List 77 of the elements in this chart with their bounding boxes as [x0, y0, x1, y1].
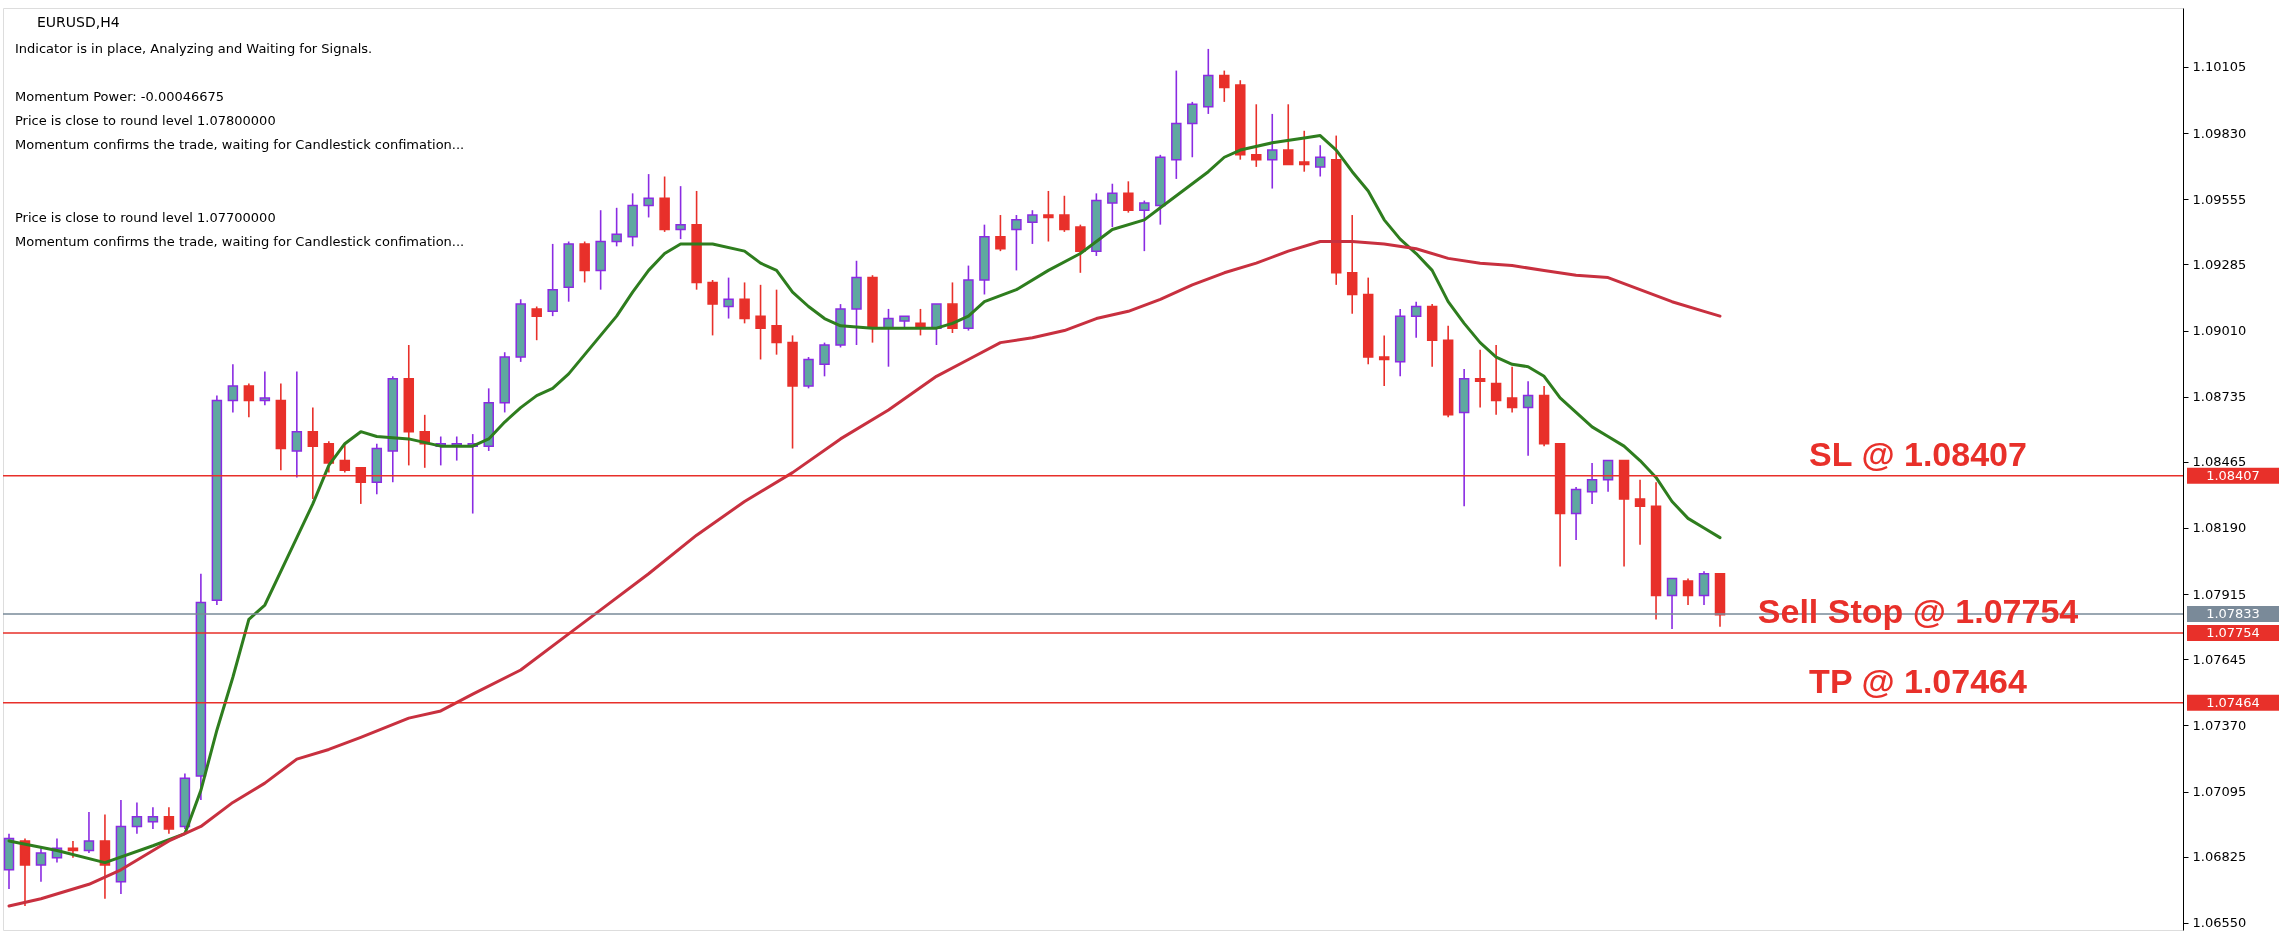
candlestick	[35, 847, 47, 883]
annotation: SL @ 1.08407	[1809, 434, 2027, 473]
candlestick	[1346, 214, 1358, 315]
candlestick	[1267, 113, 1278, 190]
y-tick-label: 1.09010	[2192, 323, 2247, 339]
candlestick	[291, 370, 303, 479]
candlestick	[1283, 103, 1294, 166]
candlestick	[131, 801, 143, 835]
candlestick	[1474, 349, 1486, 409]
annotation: Momentum confirms the trade, waiting for Candlestick confimation...	[15, 234, 465, 249]
candlestick	[1219, 69, 1230, 103]
candlestick	[771, 288, 782, 356]
annotation: Momentum Power: -0.00046675	[15, 89, 225, 104]
candlestick	[1634, 479, 1646, 546]
candlestick	[243, 382, 255, 419]
annotation: Indicator is in place, Analyzing and Waiting for Signals.	[15, 41, 373, 56]
candlestick	[1682, 577, 1694, 606]
candlestick	[611, 207, 622, 248]
candlestick	[1298, 129, 1310, 173]
candlestick	[723, 276, 734, 320]
annotation: Momentum confirms the trade, waiting for Candlestick confimation...	[15, 137, 465, 152]
y-tick-label: 1.06825	[2192, 849, 2247, 865]
y-tick-label: 1.08465	[2192, 454, 2247, 470]
candlestick	[1378, 334, 1390, 387]
candlestick	[163, 806, 175, 835]
candlestick	[1602, 459, 1614, 493]
y-tick-label: 1.07645	[2192, 651, 2247, 667]
candlestick	[995, 214, 1006, 252]
ref-line-label: 1.07464	[2206, 694, 2260, 710]
candlestick	[707, 279, 718, 337]
candlestick	[1666, 577, 1678, 630]
ref-line-label: 1.08407	[2206, 467, 2260, 483]
annotation: TP @ 1.07464	[1809, 661, 2027, 700]
y-tick-label: 1.07095	[2192, 784, 2247, 800]
candlestick	[1043, 190, 1054, 243]
candlestick	[1059, 194, 1070, 233]
y-tick-label: 1.09555	[2192, 191, 2247, 207]
candlestick	[1522, 380, 1534, 457]
candlestick	[147, 806, 159, 830]
ref-line-label: 1.07754	[2206, 624, 2260, 640]
candlestick	[227, 363, 239, 414]
candlestick	[1123, 180, 1134, 214]
y-tick-label: 1.09830	[2192, 125, 2247, 141]
candlestick	[675, 185, 686, 240]
candlestick	[1107, 182, 1118, 228]
candlestick	[643, 173, 654, 219]
candlestick	[1490, 344, 1502, 416]
candlestick	[819, 341, 830, 378]
y-tick-label: 1.09285	[2192, 256, 2247, 272]
y-tick-label: 1.08735	[2192, 389, 2247, 405]
candlestick	[1251, 103, 1262, 168]
annotation: Sell Stop @ 1.07754	[1757, 591, 2079, 630]
candlestick	[1410, 300, 1422, 339]
candlestick	[1314, 144, 1326, 178]
ref-line-label: 1.07833	[2206, 605, 2260, 621]
annotation: Price is close to round level 1.07700000	[15, 210, 276, 225]
candlestick	[1586, 462, 1598, 505]
candlestick	[531, 305, 542, 342]
candlestick	[259, 370, 271, 407]
candlestick	[1139, 199, 1150, 252]
y-tick-label: 1.07915	[2192, 586, 2247, 602]
chart-title: EURUSD,H4	[37, 14, 120, 30]
candlestick	[1506, 365, 1518, 414]
candlestick	[83, 811, 95, 854]
candlestick	[755, 284, 766, 361]
y-tick-label: 1.10105	[2192, 59, 2247, 75]
candlestick	[1187, 101, 1198, 159]
annotation: Price is close to round level 1.07800000	[15, 113, 276, 128]
y-tick-label: 1.07370	[2192, 717, 2247, 733]
y-tick-label: 1.06550	[2192, 915, 2247, 931]
candlestick	[339, 442, 351, 474]
y-tick-label: 1.08190	[2192, 520, 2247, 536]
candlestick	[547, 243, 558, 317]
candlestick	[739, 281, 750, 325]
candlestick	[1698, 570, 1710, 606]
candlestick	[1011, 214, 1022, 272]
candlestick	[1027, 209, 1038, 245]
